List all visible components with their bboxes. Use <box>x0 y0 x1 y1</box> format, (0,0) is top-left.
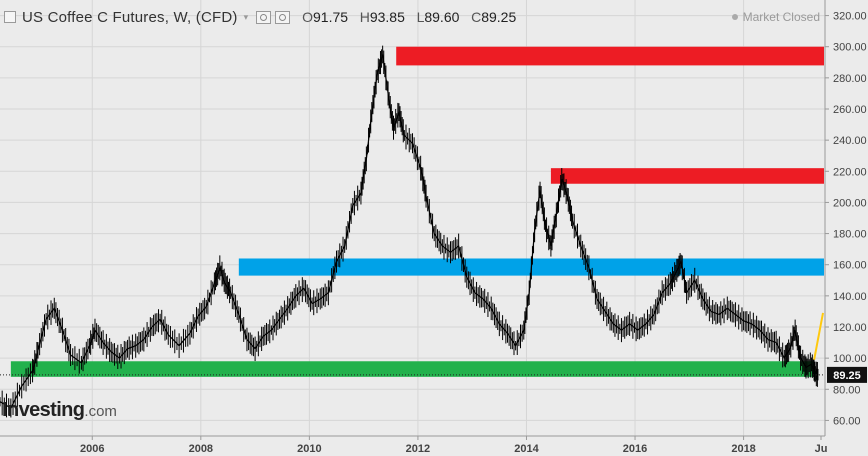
trend-segment <box>813 312 824 360</box>
settings-icon-2[interactable] <box>275 10 291 24</box>
status-dot-icon <box>731 14 738 20</box>
low-label: L <box>416 9 425 25</box>
high-label: H <box>359 9 370 25</box>
last-price-label: 89.25 <box>833 370 861 382</box>
y-tick-label: 180.00 <box>833 229 867 241</box>
close-label: C <box>471 9 482 25</box>
last-price-marker: 89.25 <box>0 366 867 383</box>
chevron-down-icon[interactable]: ▾ <box>243 11 249 22</box>
open-value: 91.75 <box>313 9 349 25</box>
trend-line <box>813 312 824 360</box>
x-tick-label: 2010 <box>297 443 321 455</box>
x-axis-ticks: 2006 2008 2010 2012 2014 2016 2018 Ju <box>80 436 827 455</box>
chart-header: US Coffee C Futures, W, (CFD) ▾ O91.75 H… <box>0 6 516 28</box>
ohlc-values: O91.75 H93.85 L89.60 C89.25 <box>302 9 516 25</box>
zone-band <box>10 361 815 377</box>
investing-logo: Investing.com <box>2 399 117 422</box>
y-tick-label: 120.00 <box>833 322 867 334</box>
y-tick-label: 80.00 <box>833 384 861 396</box>
x-tick-label: 2012 <box>406 443 430 455</box>
y-tick-label: 200.00 <box>833 197 867 209</box>
zone-band <box>550 168 824 184</box>
y-tick-label: 160.00 <box>833 260 867 272</box>
y-tick-label: 220.00 <box>833 166 867 178</box>
x-tick-label: 2018 <box>731 443 755 455</box>
settings-icon[interactable] <box>256 10 272 24</box>
y-tick-label: 60.00 <box>833 415 861 427</box>
low-value: 89.60 <box>424 9 460 25</box>
y-tick-label: 100.00 <box>833 353 867 365</box>
chart-title: US Coffee C Futures, W, (CFD) <box>22 8 238 26</box>
y-axis-ticks: 320.00 300.00 280.00 260.00 240.00 220.00 200.… <box>825 11 867 427</box>
y-tick-label: 140.00 <box>833 291 867 303</box>
x-tick-label: 2014 <box>514 443 539 455</box>
last-price-box <box>827 366 867 383</box>
logo-main: Investing <box>2 399 85 421</box>
market-status: Market Closed <box>731 10 820 24</box>
y-tick-label: 320.00 <box>833 11 867 23</box>
logo-suffix: .com <box>84 403 117 420</box>
x-tick-label: 2016 <box>623 443 647 455</box>
y-tick-label: 260.00 <box>833 104 867 116</box>
open-label: O <box>302 9 313 25</box>
y-tick-label: 280.00 <box>833 73 867 85</box>
y-tick-label: 300.00 <box>833 42 867 54</box>
price-series <box>0 45 819 418</box>
close-value: 89.25 <box>481 9 517 25</box>
x-tick-label: Ju <box>815 443 828 455</box>
zone-band <box>396 46 824 66</box>
menu-icon[interactable] <box>4 11 16 23</box>
high-value: 93.85 <box>369 9 405 25</box>
x-tick-label: 2008 <box>189 443 213 455</box>
x-tick-label: 2006 <box>80 443 104 455</box>
y-tick-label: 240.00 <box>833 135 867 147</box>
market-status-label: Market Closed <box>742 10 820 24</box>
